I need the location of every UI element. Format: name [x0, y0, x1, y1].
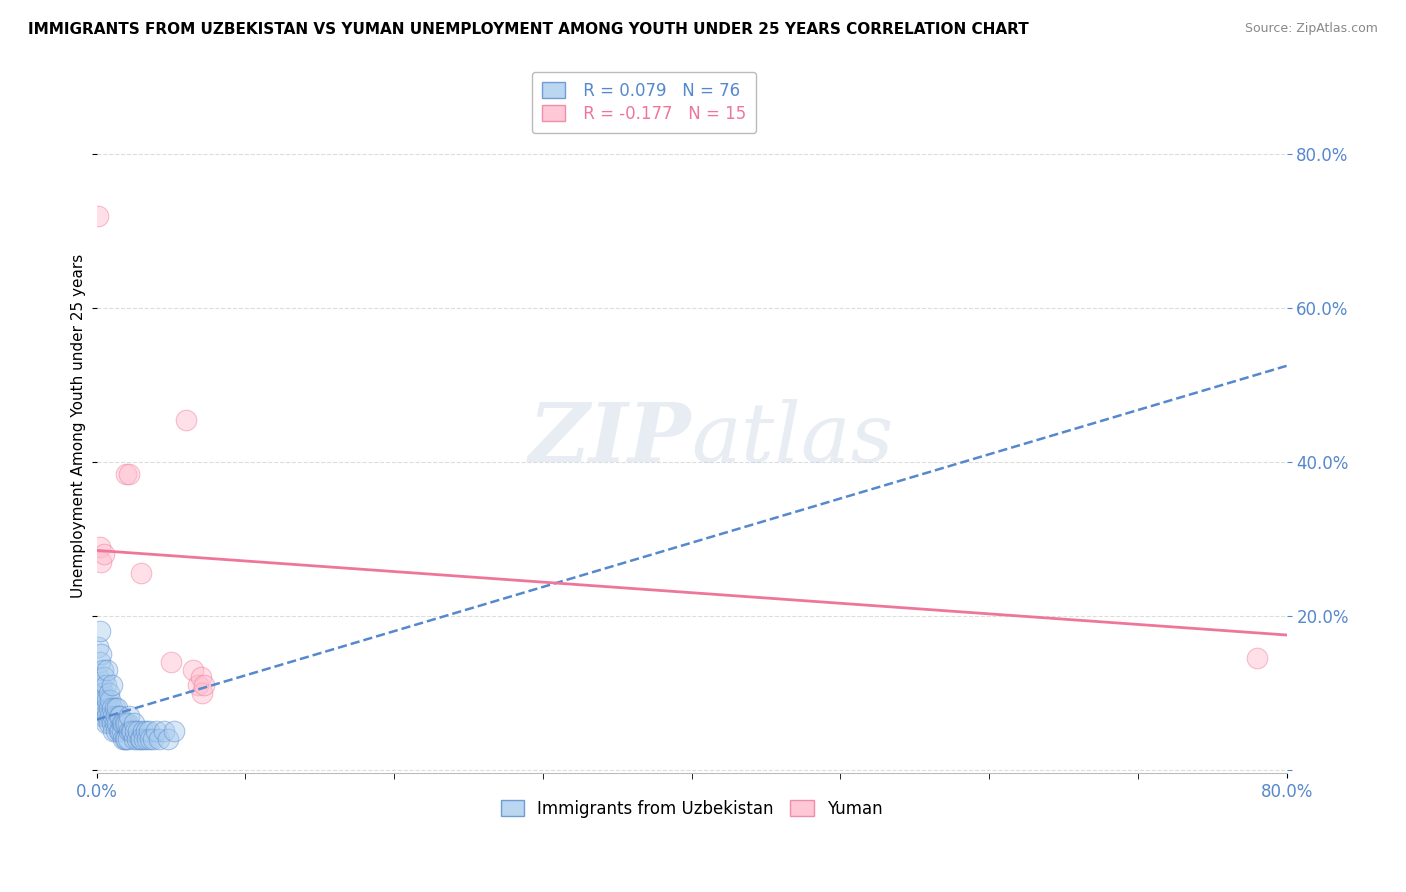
- Point: [93, 693, 115, 707]
- Point: [87, 701, 110, 715]
- Point: [1246, 651, 1268, 665]
- Point: [97, 716, 120, 731]
- Point: [193, 678, 215, 692]
- Point: [103, 716, 125, 731]
- Point: [152, 724, 174, 739]
- Point: [163, 724, 186, 739]
- Point: [110, 724, 132, 739]
- Point: [97, 686, 120, 700]
- Point: [98, 708, 121, 723]
- Point: [98, 693, 121, 707]
- Point: [90, 678, 112, 692]
- Point: [90, 708, 112, 723]
- Point: [94, 701, 117, 715]
- Point: [87, 209, 110, 223]
- Point: [187, 678, 209, 692]
- Point: [115, 731, 138, 746]
- Text: atlas: atlas: [692, 400, 894, 479]
- Point: [117, 716, 139, 731]
- Point: [145, 724, 167, 739]
- Point: [107, 701, 129, 715]
- Point: [118, 724, 141, 739]
- Point: [96, 663, 118, 677]
- Point: [122, 716, 145, 731]
- Point: [124, 724, 146, 739]
- Point: [108, 708, 131, 723]
- Point: [89, 540, 111, 554]
- Point: [104, 708, 127, 723]
- Point: [90, 555, 112, 569]
- Point: [97, 701, 120, 715]
- Point: [104, 724, 127, 739]
- Point: [142, 731, 165, 746]
- Point: [110, 708, 132, 723]
- Point: [89, 693, 111, 707]
- Point: [136, 731, 159, 746]
- Text: IMMIGRANTS FROM UZBEKISTAN VS YUMAN UNEMPLOYMENT AMONG YOUTH UNDER 25 YEARS CORR: IMMIGRANTS FROM UZBEKISTAN VS YUMAN UNEM…: [28, 22, 1029, 37]
- Point: [121, 724, 143, 739]
- Point: [89, 624, 111, 639]
- Point: [138, 724, 160, 739]
- Text: Source: ZipAtlas.com: Source: ZipAtlas.com: [1244, 22, 1378, 36]
- Point: [93, 708, 115, 723]
- Point: [122, 731, 145, 746]
- Point: [90, 693, 112, 707]
- Point: [111, 724, 134, 739]
- Text: ZIP: ZIP: [529, 400, 692, 479]
- Point: [89, 655, 111, 669]
- Point: [118, 467, 141, 481]
- Point: [108, 724, 131, 739]
- Point: [91, 686, 114, 700]
- Point: [128, 731, 150, 746]
- Point: [125, 731, 148, 746]
- Point: [129, 731, 152, 746]
- Point: [100, 716, 122, 731]
- Point: [191, 686, 214, 700]
- Point: [94, 716, 117, 731]
- Point: [103, 701, 125, 715]
- Point: [91, 663, 114, 677]
- Point: [139, 731, 162, 746]
- Point: [101, 708, 124, 723]
- Point: [96, 708, 118, 723]
- Point: [135, 724, 157, 739]
- Point: [114, 731, 136, 746]
- Point: [100, 701, 122, 715]
- Point: [118, 708, 141, 723]
- Point: [148, 731, 170, 746]
- Point: [183, 663, 205, 677]
- Point: [91, 701, 114, 715]
- Point: [89, 686, 111, 700]
- Point: [107, 716, 129, 731]
- Point: [129, 566, 152, 581]
- Point: [115, 716, 138, 731]
- Point: [117, 731, 139, 746]
- Point: [127, 724, 149, 739]
- Point: [101, 724, 124, 739]
- Point: [190, 670, 212, 684]
- Point: [100, 678, 122, 692]
- Point: [134, 731, 156, 746]
- Point: [87, 640, 110, 654]
- Point: [132, 724, 155, 739]
- Point: [93, 670, 115, 684]
- Point: [115, 467, 138, 481]
- Point: [96, 693, 118, 707]
- Point: [87, 670, 110, 684]
- Point: [93, 547, 115, 561]
- Y-axis label: Unemployment Among Youth under 25 years: Unemployment Among Youth under 25 years: [72, 253, 86, 598]
- Point: [90, 647, 112, 661]
- Point: [94, 678, 117, 692]
- Point: [120, 724, 142, 739]
- Point: [114, 716, 136, 731]
- Point: [112, 731, 135, 746]
- Legend: Immigrants from Uzbekistan, Yuman: Immigrants from Uzbekistan, Yuman: [494, 793, 890, 824]
- Point: [174, 412, 197, 426]
- Point: [157, 731, 180, 746]
- Point: [160, 655, 183, 669]
- Point: [112, 716, 135, 731]
- Point: [111, 716, 134, 731]
